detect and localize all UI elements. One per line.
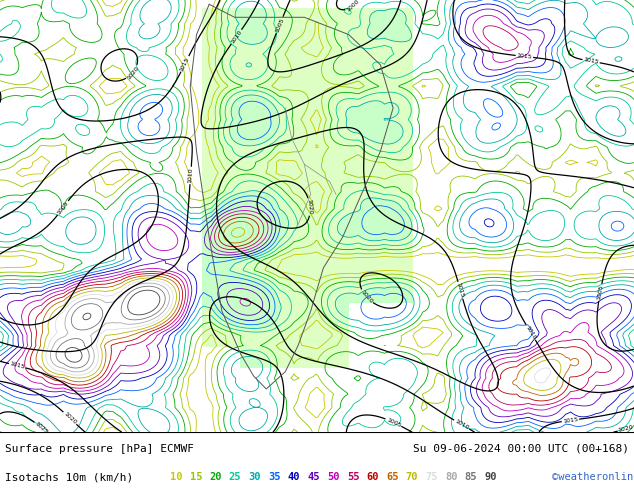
Text: 1015: 1015	[583, 57, 599, 65]
Text: 90: 90	[484, 472, 497, 482]
Text: 1020: 1020	[63, 411, 77, 425]
Text: 35: 35	[268, 472, 281, 482]
Text: 1015: 1015	[10, 361, 25, 370]
Text: 45: 45	[307, 472, 320, 482]
Text: 40: 40	[288, 472, 301, 482]
Text: 65: 65	[386, 472, 399, 482]
Text: 1020: 1020	[618, 425, 634, 433]
Text: 80: 80	[445, 472, 458, 482]
Text: Surface pressure [hPa] ECMWF: Surface pressure [hPa] ECMWF	[5, 444, 194, 454]
Text: ©weatheronline.co.uk: ©weatheronline.co.uk	[552, 472, 634, 482]
Text: 20: 20	[209, 472, 222, 482]
Text: 1000: 1000	[346, 0, 360, 13]
Text: 1020: 1020	[359, 289, 373, 304]
Text: 1025: 1025	[34, 421, 49, 435]
Text: 1005: 1005	[597, 284, 604, 300]
Text: 1015: 1015	[179, 56, 191, 72]
Text: 10: 10	[170, 472, 183, 482]
Text: 1005: 1005	[385, 417, 401, 428]
Text: 70: 70	[406, 472, 418, 482]
Text: 1020: 1020	[307, 199, 313, 215]
Text: 1015: 1015	[516, 53, 533, 60]
Text: 1010: 1010	[454, 418, 470, 431]
Text: 1005: 1005	[56, 200, 70, 216]
Text: 30: 30	[249, 472, 261, 482]
Text: 1005: 1005	[275, 17, 285, 33]
Text: 1015: 1015	[456, 282, 465, 298]
Text: 55: 55	[347, 472, 359, 482]
Text: 1010: 1010	[188, 168, 194, 183]
Text: 1020: 1020	[126, 65, 139, 80]
Text: Su 09-06-2024 00:00 UTC (00+168): Su 09-06-2024 00:00 UTC (00+168)	[413, 444, 629, 454]
Text: 50: 50	[327, 472, 340, 482]
Text: 1015: 1015	[562, 417, 578, 424]
Text: 60: 60	[366, 472, 379, 482]
Text: 75: 75	[425, 472, 438, 482]
Text: 25: 25	[229, 472, 242, 482]
Text: 15: 15	[190, 472, 202, 482]
Text: Isotachs 10m (km/h): Isotachs 10m (km/h)	[5, 472, 133, 482]
Text: 1010: 1010	[230, 29, 243, 45]
Text: 1010: 1010	[524, 324, 537, 340]
Text: 85: 85	[465, 472, 477, 482]
